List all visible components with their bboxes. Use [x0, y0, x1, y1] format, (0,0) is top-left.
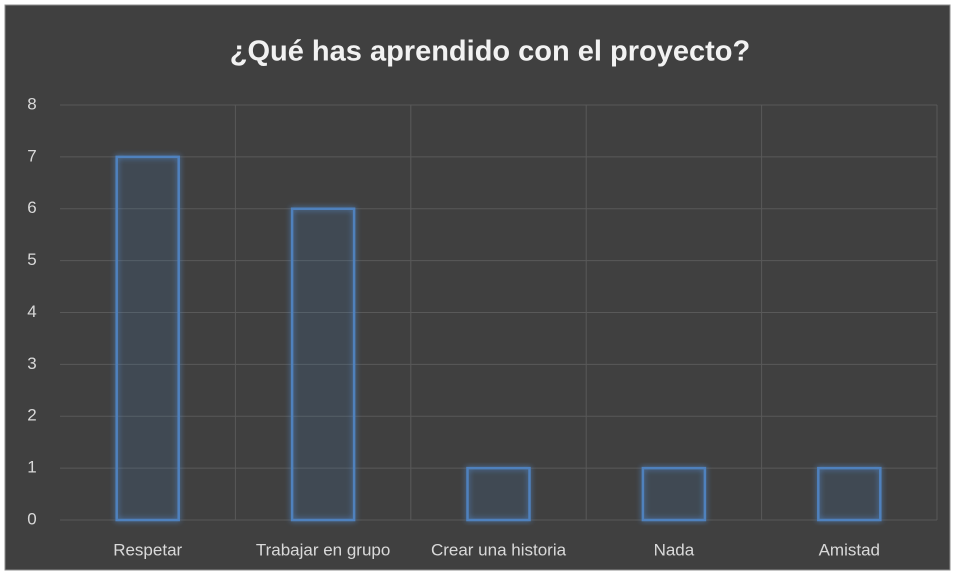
y-tick-label: 2	[27, 406, 36, 425]
y-tick-label: 1	[27, 458, 36, 477]
x-tick-label: Nada	[654, 540, 695, 559]
y-tick-label: 7	[27, 146, 36, 165]
x-tick-label: Trabajar en grupo	[256, 540, 391, 559]
x-tick-label: Amistad	[819, 540, 880, 559]
y-tick-label: 6	[27, 198, 36, 217]
y-tick-label: 5	[27, 250, 36, 269]
bar	[641, 466, 707, 522]
y-tick-label: 3	[27, 354, 36, 373]
bar	[115, 155, 180, 522]
x-tick-label: Crear una historia	[431, 540, 567, 559]
x-tick-label: Respetar	[113, 540, 182, 559]
chart-title: ¿Qué has aprendido con el proyecto?	[230, 36, 750, 68]
y-tick-label: 0	[27, 509, 36, 528]
y-tick-label: 4	[27, 302, 36, 321]
bar	[290, 207, 356, 522]
y-tick-label: 8	[27, 94, 36, 113]
bar	[466, 466, 531, 522]
bar	[817, 466, 882, 522]
